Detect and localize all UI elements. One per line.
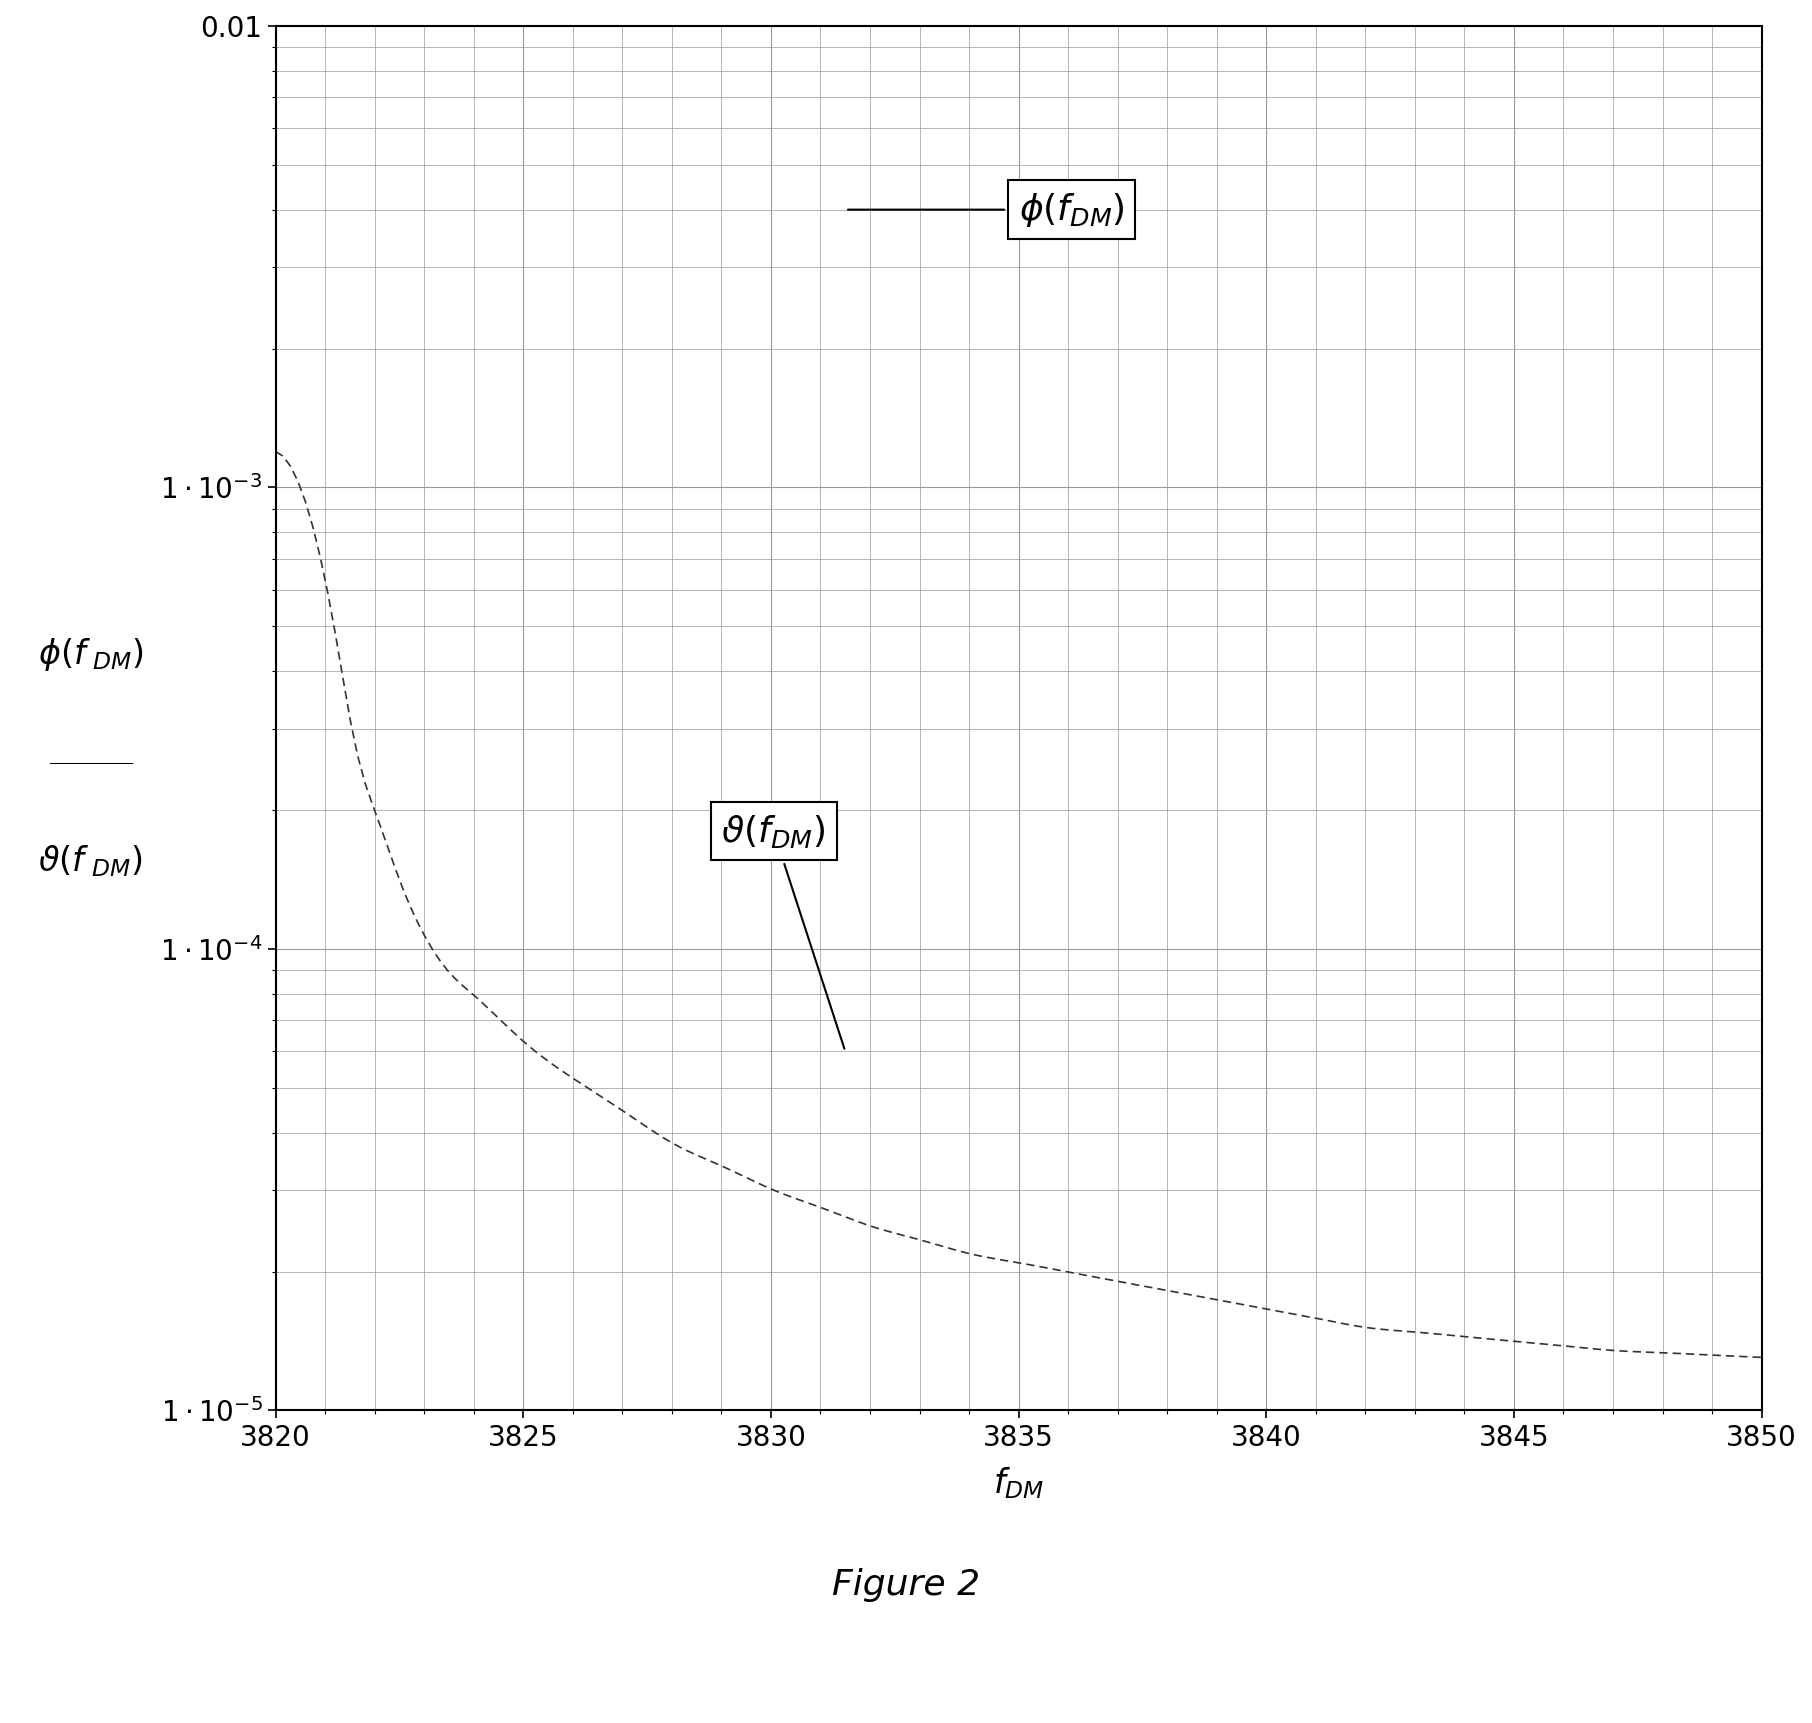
Text: $\vartheta\left(f_{\ DM}\right)$: $\vartheta\left(f_{\ DM}\right)$ bbox=[38, 844, 143, 879]
X-axis label: $f_{DM}$: $f_{DM}$ bbox=[993, 1466, 1044, 1501]
Text: $\overline{\quad\quad\quad}$: $\overline{\quad\quad\quad}$ bbox=[49, 744, 132, 772]
Text: $\phi(f_{DM})$: $\phi(f_{DM})$ bbox=[848, 191, 1125, 229]
Text: Figure 2: Figure 2 bbox=[832, 1568, 980, 1602]
Text: $\phi\left(f_{\ DM}\right)$: $\phi\left(f_{\ DM}\right)$ bbox=[38, 636, 143, 674]
Text: $\vartheta(f_{DM})$: $\vartheta(f_{DM})$ bbox=[721, 813, 844, 1049]
